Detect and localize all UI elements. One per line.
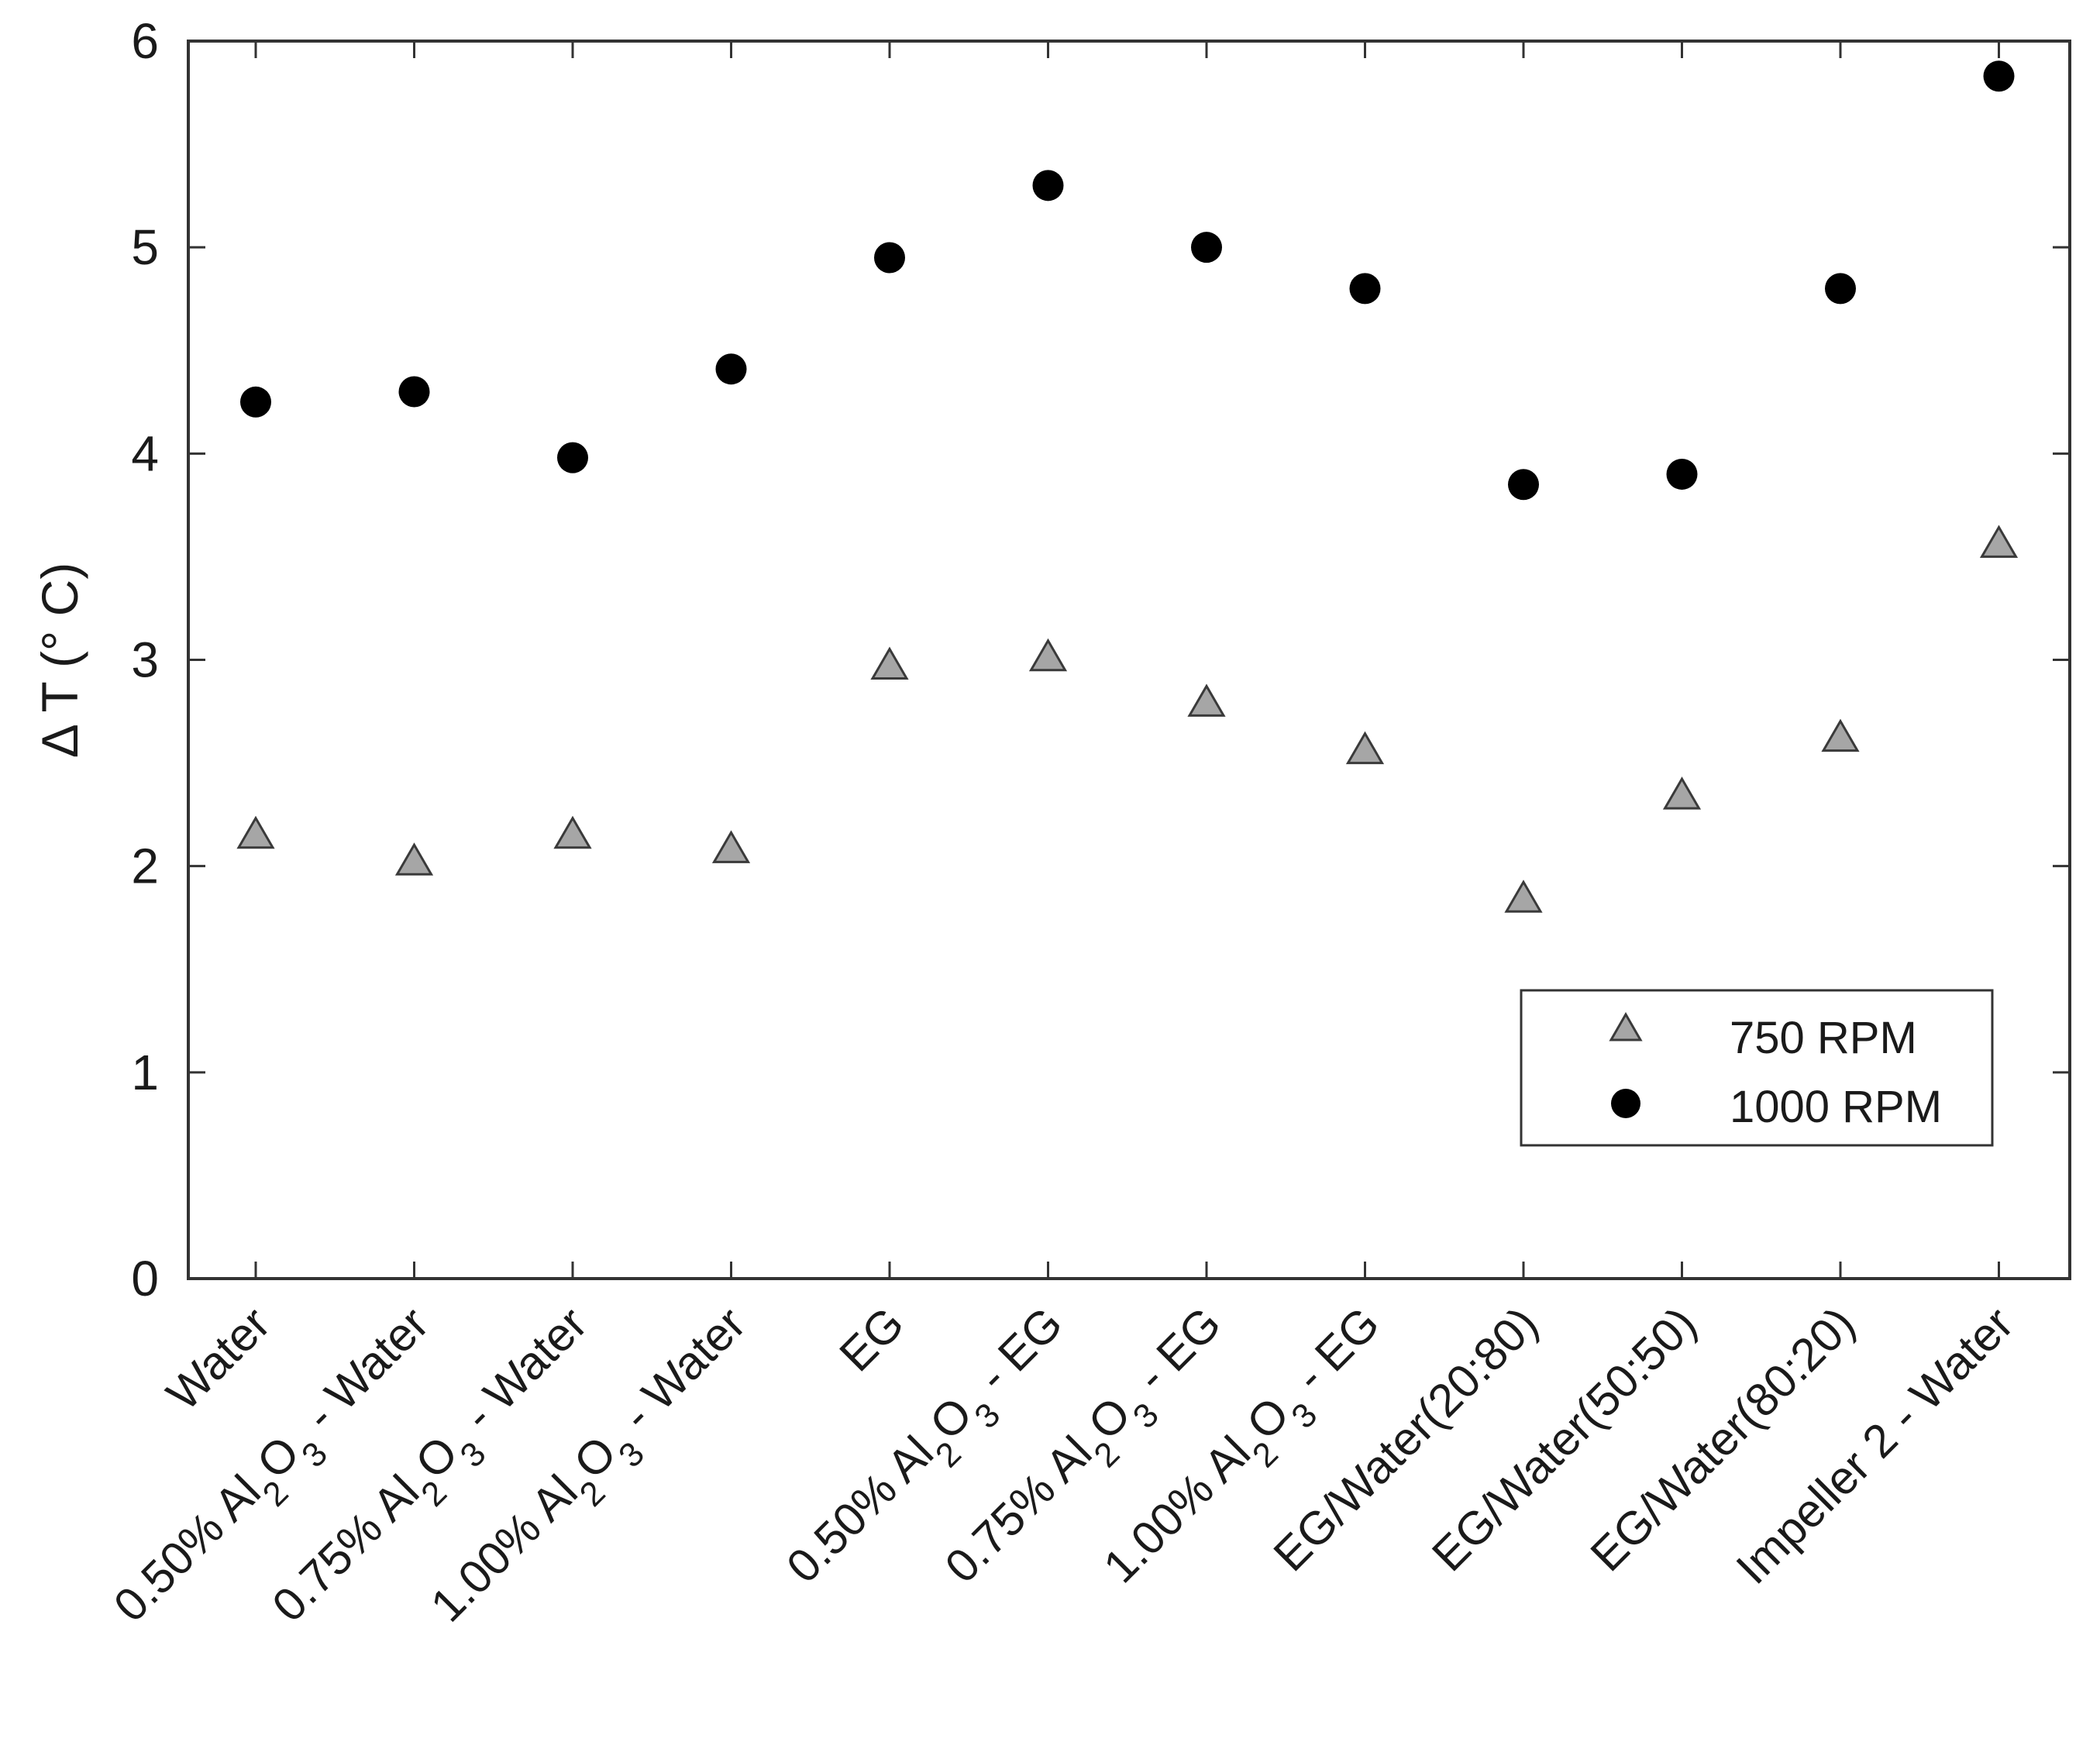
legend-box [1520,989,1994,1147]
y-tick-label: 1 [131,1045,159,1100]
x-category-label: EG/Water(20:80) [1264,1297,1547,1581]
point-750-rpm [1504,880,1543,913]
legend-circle-marker [1611,1089,1640,1118]
legend: 750 RPM 1000 RPM [1520,989,1994,1147]
point-750-rpm [1821,718,1860,752]
axis-ticks [188,40,2070,1280]
point-1000-rpm [1508,469,1539,501]
y-tick-label: 3 [131,632,159,688]
point-1000-rpm [874,242,905,274]
x-category-label: Water [157,1297,280,1420]
x-category-label: 0.50% Al2O3 - EG [776,1297,1084,1605]
point-1000-rpm [398,376,430,408]
x-category-label: 0.75% Al2O3 - EG [935,1297,1243,1605]
point-1000-rpm [1666,458,1698,490]
y-tick-label: 5 [131,219,159,275]
y-tick-label: 2 [131,838,159,894]
x-category-label: 1.00% Al2O3 - Water [421,1297,767,1644]
point-750-rpm [1345,731,1385,765]
y-tick-label: 6 [131,13,159,69]
y-axis-tick-labels: 0 1 2 3 4 5 6 [131,13,159,1306]
y-tick-label: 0 [131,1251,159,1306]
legend-label-1000-rpm: 1000 RPM [1730,1082,1942,1132]
legend-triangle-marker [1609,1011,1643,1041]
point-750-rpm [236,815,275,849]
point-1000-rpm [1191,232,1222,263]
point-1000-rpm [240,386,271,418]
y-tick-label: 4 [131,425,159,481]
point-750-rpm [1028,638,1068,672]
point-750-rpm [394,842,434,876]
point-750-rpm [553,815,592,849]
point-750-rpm [1979,525,2019,558]
point-750-rpm [1662,776,1702,810]
legend-label-750-rpm: 750 RPM [1730,1013,1917,1063]
point-1000-rpm [1349,273,1381,305]
point-1000-rpm [1032,170,1064,201]
data-points [236,60,2019,913]
x-category-label: 1.00% Al2O3 - EG [1093,1297,1401,1605]
x-category-label: Impeller 2 - Water [1726,1297,2023,1594]
x-category-label: EG/Water(80:20) [1581,1297,1864,1581]
x-category-label: EG [830,1297,914,1382]
x-category-label: EG/Water(50:50) [1422,1297,1706,1581]
point-1000-rpm [715,353,747,385]
point-750-rpm [711,830,751,863]
point-1000-rpm [557,442,588,473]
point-750-rpm [870,646,909,680]
y-axis-label: Δ T (° C) [31,563,88,759]
point-1000-rpm [1825,273,1856,305]
point-750-rpm [1187,683,1226,717]
point-1000-rpm [1983,60,2015,92]
